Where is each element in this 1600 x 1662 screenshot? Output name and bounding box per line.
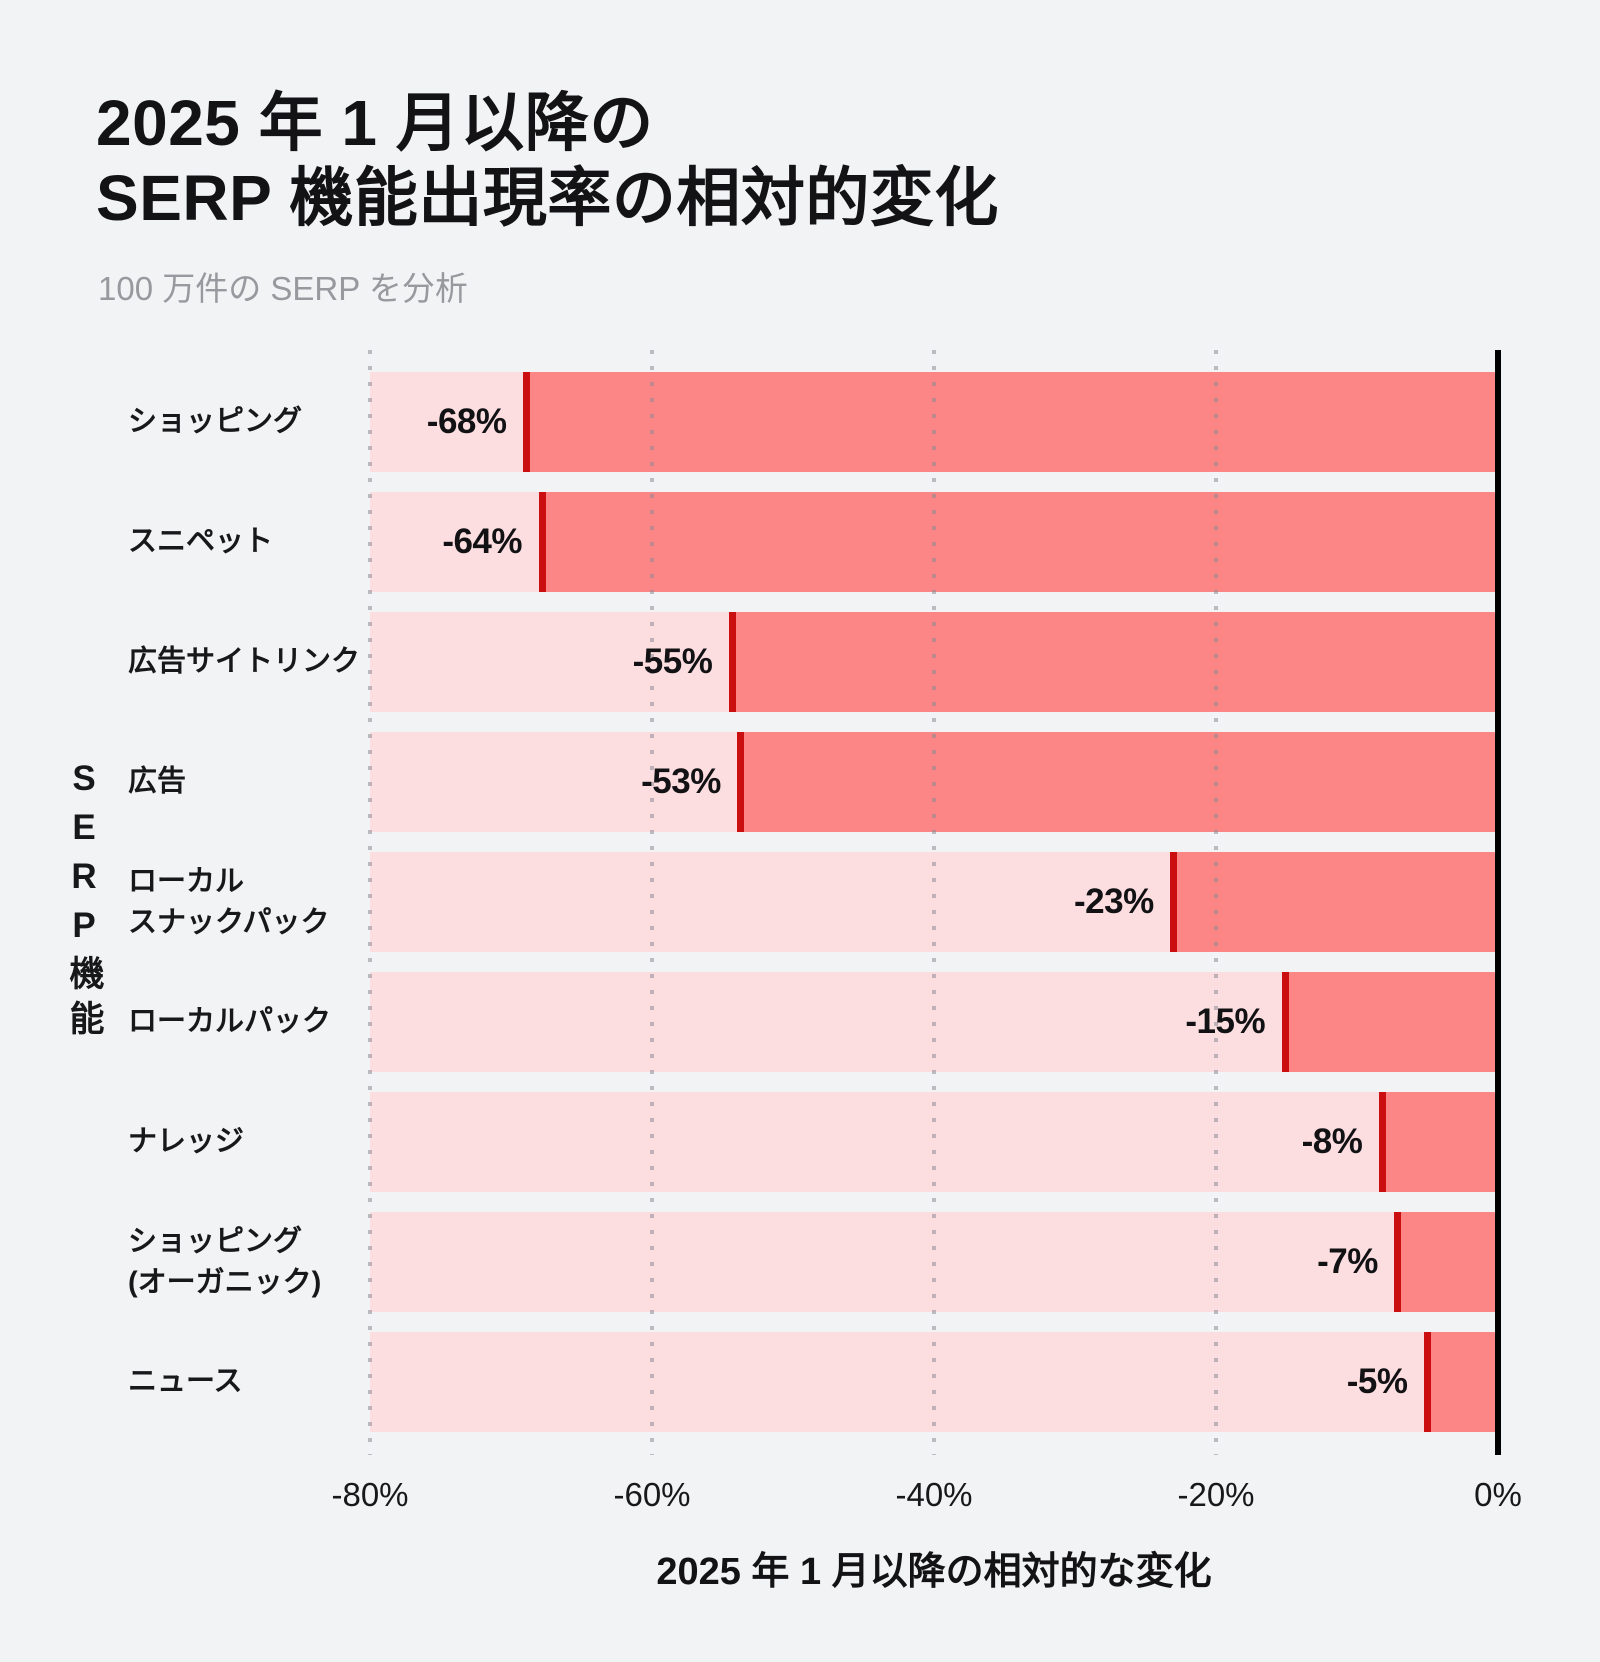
bar-marker-line <box>1170 852 1178 952</box>
bar-value-label: -55% <box>632 642 713 681</box>
bar-value-label: -23% <box>1073 882 1154 921</box>
bar-fill <box>740 732 1498 832</box>
bar-marker-line <box>1281 972 1289 1072</box>
category-label: ローカルパック <box>128 1005 332 1038</box>
bar-fill <box>526 372 1498 472</box>
gridline <box>1214 350 1218 1455</box>
bar-value-label: -15% <box>1185 1002 1266 1041</box>
bar-value-label: -64% <box>442 522 523 561</box>
bar-fill <box>542 492 1498 592</box>
bar-marker-line <box>728 612 736 712</box>
bar-value-label: -5% <box>1346 1362 1408 1401</box>
bar-value-label: -7% <box>1317 1242 1378 1281</box>
x-axis-ticks: -80% -60% -40% -20% 0% <box>331 1476 1521 1516</box>
gridline <box>650 350 654 1455</box>
category-labels: ショッピング スニペット広告サイトリンク 広告ローカル スナックパックローカルパック… <box>0 372 360 1432</box>
bar-fill <box>732 612 1498 712</box>
category-label: ナレッジ <box>128 1125 245 1158</box>
category-label: 広告 <box>128 765 187 798</box>
x-tick-label: 0% <box>1474 1476 1522 1513</box>
bar-marker-line <box>737 732 745 832</box>
bar-marker-line <box>538 492 546 592</box>
bar-marker-line <box>1394 1212 1402 1312</box>
x-tick-label: -60% <box>613 1476 691 1513</box>
category-label: ショッピング (オーガニック) <box>128 1225 322 1298</box>
bar-fill <box>1397 1212 1498 1312</box>
category-label: スニペット <box>128 525 274 558</box>
category-label: ショッピング <box>128 405 303 438</box>
bar-fill <box>1285 972 1498 1072</box>
x-tick-label: -40% <box>895 1476 973 1513</box>
bar-marker-line <box>1424 1332 1431 1432</box>
chart-title: 2025 年 1 月以降の SERP 機能出現率の相対的変化 <box>96 87 999 234</box>
bar-marker-line <box>523 372 530 472</box>
gridline <box>932 350 936 1455</box>
bar-fill <box>1382 1092 1498 1192</box>
x-axis-title: 2025 年 1 月以降の相対的な変化 <box>656 1551 1212 1593</box>
bar-marker-line <box>1378 1092 1386 1192</box>
bar-value-label: -53% <box>641 762 721 801</box>
x-axis-zero-line <box>1495 350 1501 1455</box>
gridline <box>368 350 372 1455</box>
plot-area: -68% -64% -55% -53% -23% -15% -8% -7% -5% <box>368 350 1501 1455</box>
x-tick-label: -80% <box>331 1476 409 1513</box>
category-label: ニュース <box>128 1365 243 1398</box>
chart-subtitle: 100 万件の SERP を分析 <box>98 270 468 307</box>
bar-fill <box>1427 1332 1498 1432</box>
bar-value-label: -68% <box>426 402 507 441</box>
x-tick-label: -20% <box>1177 1476 1255 1513</box>
category-label: ローカル スナックパック <box>128 865 330 938</box>
y-axis-title-wrap: SERP機能 <box>58 372 110 1432</box>
y-axis-title: SERP機能 <box>64 759 104 1045</box>
category-label: 広告サイトリンク <box>128 645 361 678</box>
bar-value-label: -8% <box>1301 1122 1363 1161</box>
bar-fill <box>1173 852 1498 952</box>
